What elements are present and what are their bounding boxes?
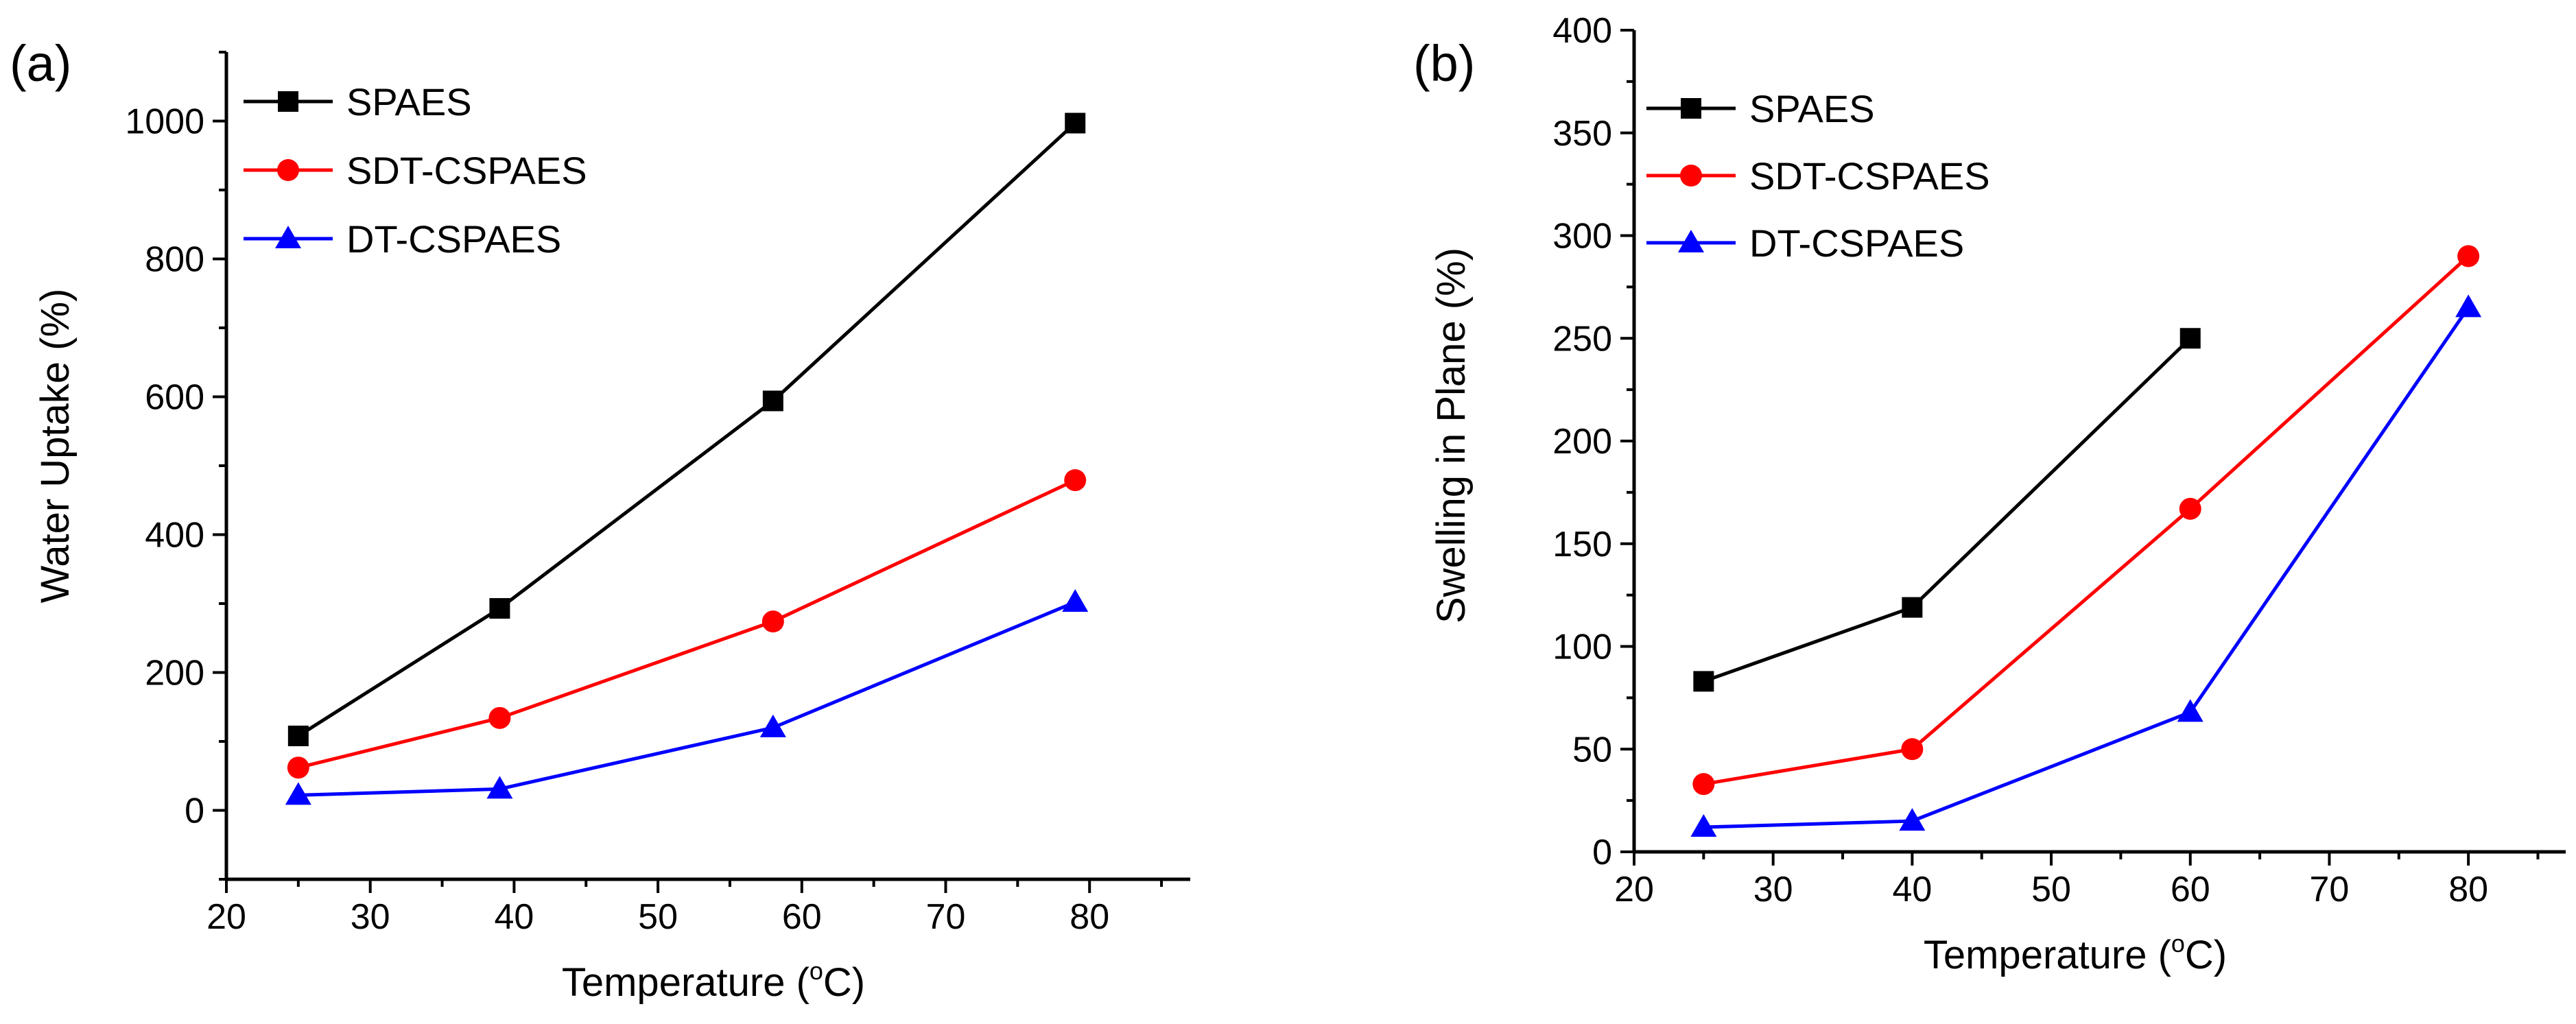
- y-tick-label-a: 1000: [125, 102, 204, 142]
- data-point: [488, 706, 511, 729]
- series-line: [298, 600, 1076, 797]
- legend-marker: [1681, 98, 1701, 119]
- data-point: [1902, 597, 1923, 618]
- legend-label: DT-CSPAES: [1749, 222, 1964, 265]
- legend-marker: [277, 159, 299, 181]
- x-axis-title-a-end: C): [823, 960, 865, 1005]
- data-point: [759, 714, 786, 737]
- x-axis-title-a-main: Temperature (: [562, 960, 810, 1005]
- data-point: [2457, 245, 2480, 267]
- legend-marker: [1680, 165, 1702, 187]
- y-tick-label-b: 400: [1552, 11, 1612, 51]
- series-b-dt-cspaes: [1690, 294, 2482, 837]
- x-axis-title-a: Temperature (oC): [562, 957, 865, 1005]
- y-tick-label-b: 250: [1552, 319, 1612, 359]
- x-tick-label-a: 80: [1070, 897, 1109, 937]
- x-axis-title-b-sup: o: [2171, 929, 2185, 957]
- y-tick-label-b: 200: [1552, 422, 1612, 462]
- legend-label: SDT-CSPAES: [346, 149, 587, 192]
- x-axis-title-b-end: C): [2185, 933, 2227, 977]
- y-tick-label-a: 400: [145, 516, 204, 556]
- panel-a-water-uptake: (a) Water Uptake (%) Temperature (oC) 20…: [10, 35, 1190, 1005]
- x-axis-title-a-sup: o: [810, 957, 823, 985]
- data-point: [1692, 773, 1715, 796]
- data-point: [762, 390, 783, 412]
- data-point: [1901, 738, 1924, 761]
- y-axis-title-a: Water Uptake (%): [33, 289, 78, 604]
- panel-label-a: (a): [10, 35, 71, 92]
- x-tick-label-a: 20: [206, 897, 246, 937]
- data-point: [2179, 497, 2201, 520]
- legend-label: SDT-CSPAES: [1749, 154, 1990, 198]
- data-point: [2177, 699, 2203, 722]
- x-tick-label-b: 50: [2031, 870, 2071, 909]
- series-line: [297, 121, 1076, 738]
- x-tick-label-a: 50: [638, 897, 678, 937]
- x-tick-label-b: 80: [2448, 870, 2488, 909]
- data-point: [1693, 671, 1714, 692]
- data-point: [1899, 808, 1926, 831]
- y-tick-label-b: 300: [1552, 217, 1612, 257]
- y-tick-label-a: 200: [145, 654, 204, 693]
- data-point: [287, 757, 309, 779]
- x-axis-title-b-main: Temperature (: [1924, 933, 2171, 977]
- series-a-sdt-cspaes: [287, 469, 1087, 779]
- y-tick-label-b: 50: [1572, 730, 1612, 770]
- series-line: [1703, 254, 2470, 786]
- y-tick-label-b: 100: [1552, 628, 1612, 667]
- y-tick-label-a: 800: [145, 240, 204, 280]
- data-point: [1064, 469, 1087, 492]
- y-tick-label-b: 150: [1552, 525, 1612, 564]
- legend-item-b-sdt-cspaes: SDT-CSPAES: [1646, 154, 1990, 198]
- series-a-spaes: [287, 112, 1086, 746]
- x-tick-label-a: 40: [494, 897, 534, 937]
- legend-marker: [1678, 230, 1704, 252]
- y-tick-label-b: 0: [1592, 833, 1612, 872]
- x-tick-label-b: 60: [2171, 870, 2210, 909]
- legend-label: SPAES: [346, 80, 472, 123]
- data-point: [761, 610, 784, 633]
- x-tick-label-a: 30: [351, 897, 390, 937]
- data-point: [489, 598, 510, 619]
- data-point: [1062, 588, 1089, 612]
- legend-item-a-dt-cspaes: DT-CSPAES: [244, 217, 561, 261]
- legend-label: SPAES: [1749, 87, 1875, 130]
- series-a-dt-cspaes: [285, 588, 1089, 805]
- panel-b-swelling-in-plane: (b) Swelling in Plane (%) Temperature (o…: [1413, 11, 2566, 977]
- series-line: [298, 478, 1076, 770]
- data-point: [2455, 294, 2482, 318]
- legend-item-a-sdt-cspaes: SDT-CSPAES: [244, 149, 587, 192]
- y-tick-label-a: 600: [145, 378, 204, 418]
- x-tick-label-a: 70: [926, 897, 966, 937]
- panel-label-b: (b): [1413, 35, 1475, 92]
- legend-marker: [278, 91, 298, 112]
- x-tick-label-b: 20: [1614, 870, 1654, 909]
- x-tick-label-b: 40: [1892, 870, 1932, 909]
- series-b-spaes: [1693, 328, 2201, 692]
- data-point: [2179, 328, 2201, 349]
- series-line: [1703, 337, 2192, 683]
- data-point: [285, 782, 311, 805]
- x-tick-label-a: 60: [782, 897, 822, 937]
- legend-item-b-spaes: SPAES: [1646, 87, 1875, 130]
- data-point: [287, 725, 309, 746]
- data-point: [486, 776, 513, 799]
- y-tick-label-b: 350: [1552, 114, 1612, 154]
- x-tick-label-b: 30: [1753, 870, 1793, 909]
- y-axis-title-b: Swelling in Plane (%): [1429, 248, 1474, 623]
- x-axis-title-b: Temperature (oC): [1924, 929, 2227, 977]
- legend-item-b-dt-cspaes: DT-CSPAES: [1646, 222, 1964, 265]
- legend-label: DT-CSPAES: [346, 217, 561, 261]
- legend-marker: [275, 226, 301, 248]
- data-point: [1690, 814, 1717, 837]
- data-point: [1065, 112, 1086, 134]
- series-line: [1703, 306, 2470, 829]
- legend-item-a-spaes: SPAES: [244, 80, 472, 123]
- series-b-sdt-cspaes: [1692, 245, 2480, 796]
- x-tick-label-b: 70: [2310, 870, 2350, 909]
- y-tick-label-a: 0: [185, 791, 204, 831]
